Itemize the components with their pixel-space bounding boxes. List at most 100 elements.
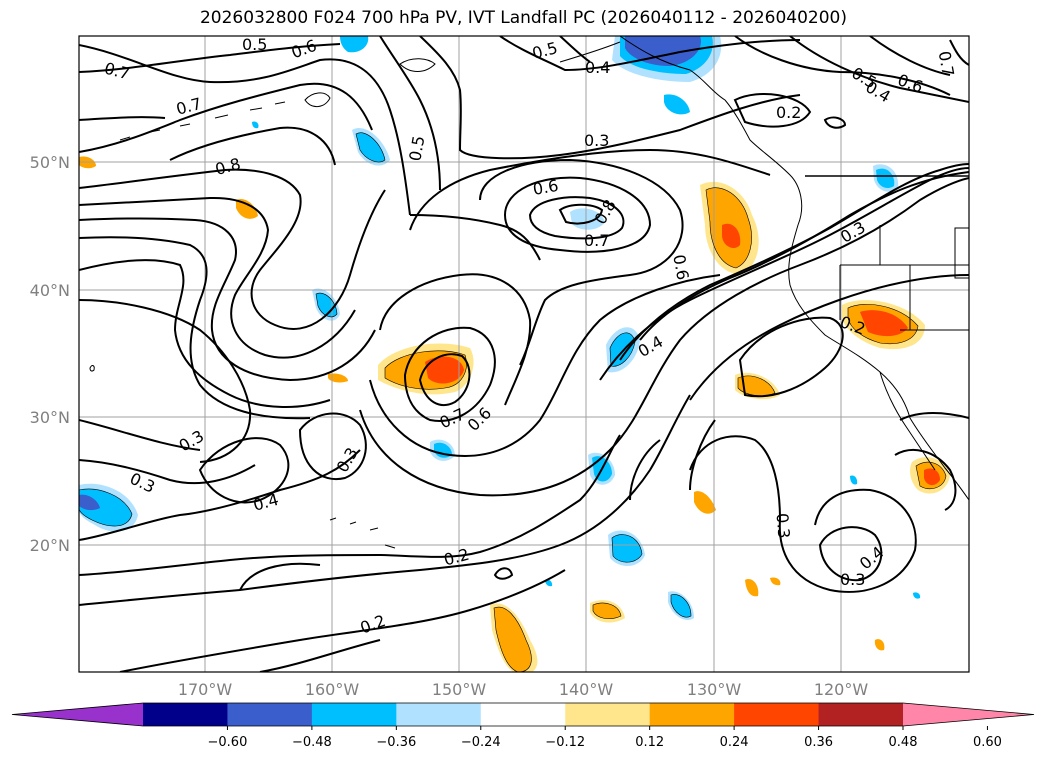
anomaly-outline bbox=[670, 594, 692, 618]
anomaly-outline bbox=[705, 187, 752, 269]
negative-anomaly-blob bbox=[876, 168, 895, 188]
contour-line bbox=[479, 158, 684, 366]
colorbar-outline bbox=[11, 702, 1035, 727]
island-outline bbox=[89, 365, 95, 372]
anomaly-outline bbox=[609, 332, 636, 367]
colorbar-segment bbox=[143, 703, 228, 726]
contour-line bbox=[79, 434, 621, 576]
contour-line bbox=[369, 274, 721, 457]
colorbar-segment bbox=[565, 703, 651, 726]
contour-line bbox=[503, 176, 652, 253]
negative-anomaly-blob bbox=[356, 132, 385, 162]
colorbar-tick-label: 0.36 bbox=[804, 735, 833, 750]
contour-line bbox=[79, 44, 411, 216]
colorbar-tick-label: −0.12 bbox=[545, 735, 585, 750]
contour-line bbox=[79, 419, 201, 451]
colorbar: −0.60 −0.48 −0.36 −0.24 −0.12 0.12 0.24 0.36 0.4… bbox=[11, 702, 1035, 750]
contour-line bbox=[298, 412, 367, 481]
negative-anomaly-blob bbox=[79, 494, 100, 511]
contour-line bbox=[79, 236, 311, 420]
contour-line bbox=[493, 567, 514, 580]
colorbar-segment bbox=[227, 703, 313, 726]
latitude-label: 40°N bbox=[30, 281, 70, 300]
contour-line bbox=[379, 273, 532, 406]
contour-line bbox=[79, 43, 341, 73]
contour-line bbox=[418, 353, 471, 407]
contour-line bbox=[689, 274, 969, 401]
contour-line bbox=[239, 562, 321, 591]
contour-line bbox=[409, 148, 771, 231]
colorbar-tick-label: 0.60 bbox=[973, 735, 1002, 750]
colorbar-tick-label: −0.60 bbox=[208, 735, 248, 750]
colorbar-extend-min bbox=[12, 703, 143, 726]
contour-line bbox=[79, 449, 361, 541]
colorbar-segment bbox=[649, 703, 735, 726]
longitude-label: 150°W bbox=[432, 680, 487, 699]
contour-line bbox=[79, 459, 256, 485]
anomaly-outline bbox=[847, 304, 919, 345]
negative-anomaly-blob bbox=[850, 475, 858, 485]
positive-anomaly-blob bbox=[494, 607, 532, 672]
state-border bbox=[954, 227, 969, 279]
contour-line bbox=[639, 171, 969, 341]
contour-line bbox=[629, 439, 661, 501]
contour-line bbox=[823, 116, 847, 129]
colorbar-tick-label: 0.24 bbox=[720, 735, 749, 750]
pv-anomaly-fills bbox=[79, 36, 950, 672]
contour-label: 0.6 bbox=[669, 253, 692, 281]
colorbar-extend-max bbox=[903, 703, 1034, 726]
positive-anomaly-blob bbox=[694, 491, 716, 514]
contour-label: 0.2 bbox=[776, 103, 801, 122]
anomaly-outline bbox=[737, 375, 776, 397]
contour-line bbox=[379, 36, 441, 191]
pv-anomaly-outlines bbox=[79, 132, 947, 672]
alaska-peninsula bbox=[559, 41, 621, 63]
positive-anomaly-blob bbox=[722, 223, 741, 249]
contour-line bbox=[119, 569, 566, 672]
contour-line bbox=[403, 326, 496, 422]
positive-anomaly-blob bbox=[236, 198, 258, 219]
contour-line bbox=[559, 36, 591, 63]
contour-line bbox=[528, 196, 625, 240]
contour-line bbox=[79, 217, 376, 382]
longitude-label: 120°W bbox=[814, 680, 869, 699]
contour-label: 0.7 bbox=[584, 231, 609, 250]
anomaly-outline bbox=[493, 606, 532, 672]
latitude-labels: 50°N 40°N 30°N 20°N bbox=[30, 153, 70, 555]
island-outline bbox=[304, 92, 331, 107]
island-outline bbox=[399, 58, 436, 72]
negative-anomaly-blob bbox=[612, 534, 642, 563]
contour-line bbox=[818, 526, 883, 582]
colorbar-tick-label: 0.12 bbox=[635, 735, 664, 750]
anomaly-outline bbox=[355, 132, 386, 163]
negative-anomaly-blob bbox=[340, 36, 369, 53]
hawaiian-islands bbox=[329, 517, 396, 549]
anomaly-outline bbox=[915, 461, 947, 489]
contour-line bbox=[419, 36, 801, 160]
map-title: 2026032800 F024 700 hPa PV, IVT Landfall… bbox=[199, 8, 847, 28]
positive-anomaly-blob bbox=[738, 375, 775, 396]
contour-line bbox=[259, 639, 381, 672]
contour-line bbox=[733, 93, 812, 128]
positive-anomaly-blob bbox=[770, 577, 781, 586]
contour-label: 0.3 bbox=[840, 570, 865, 589]
longitude-label: 140°W bbox=[559, 680, 614, 699]
positive-anomaly-blob bbox=[874, 639, 885, 651]
contour-line bbox=[789, 36, 969, 103]
contour-line bbox=[169, 126, 336, 166]
contour-line bbox=[869, 36, 951, 76]
contour-line bbox=[899, 412, 969, 421]
positive-anomaly-blob bbox=[924, 468, 940, 486]
anomaly-outline bbox=[79, 488, 133, 527]
contour-label: 0.5 bbox=[405, 134, 428, 162]
negative-anomaly-blob bbox=[664, 94, 690, 115]
map-frame bbox=[78, 35, 970, 673]
contour-line bbox=[79, 116, 166, 121]
anomaly-outline bbox=[592, 602, 622, 620]
latitude-label: 50°N bbox=[30, 153, 70, 172]
aleutian-islands bbox=[119, 101, 286, 141]
contour-line bbox=[79, 196, 356, 359]
contour-line bbox=[558, 203, 604, 225]
positive-anomaly-blob bbox=[425, 356, 464, 384]
